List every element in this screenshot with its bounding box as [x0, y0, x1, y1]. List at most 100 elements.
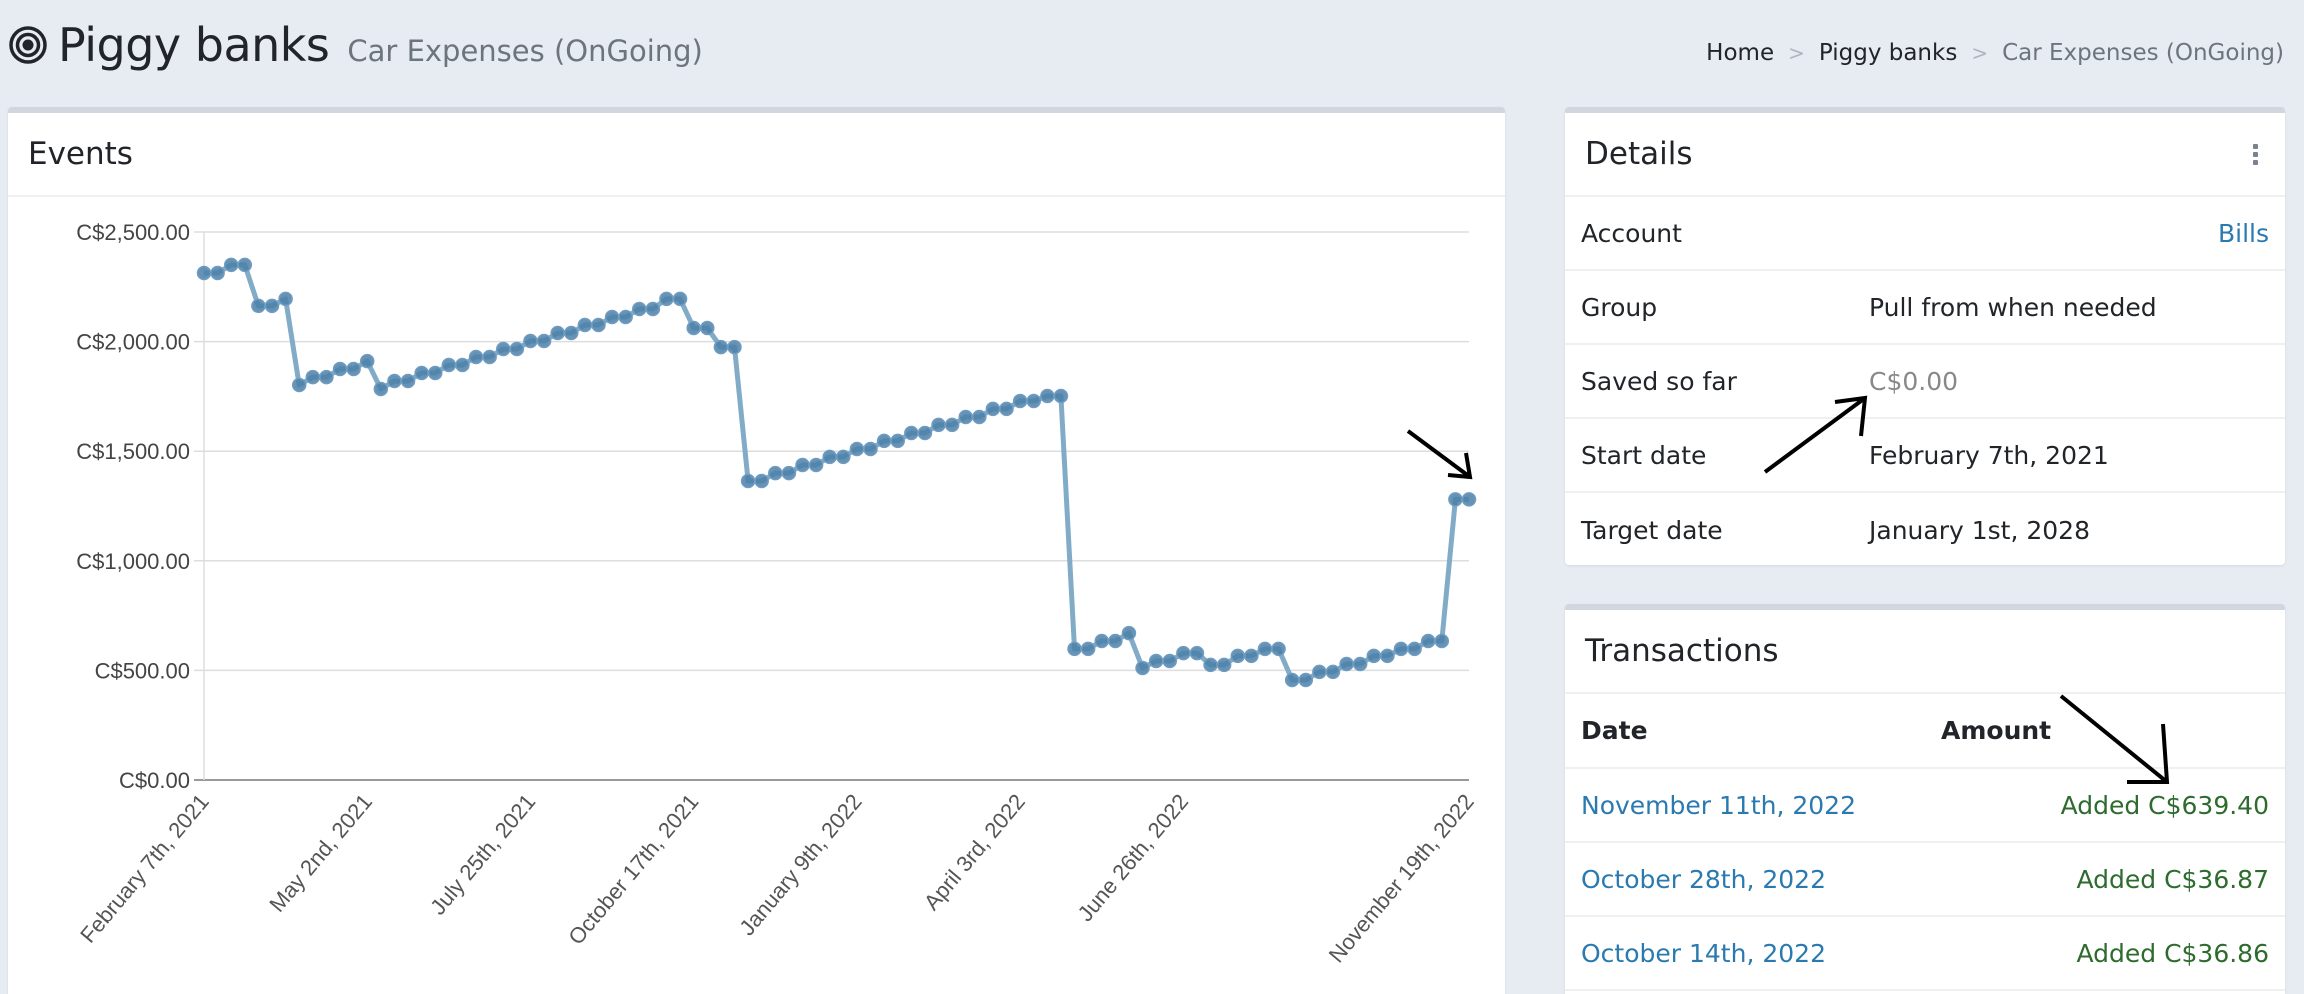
data-point[interactable]: [387, 373, 402, 389]
data-point[interactable]: [223, 257, 239, 273]
data-point[interactable]: [564, 325, 579, 341]
data-point[interactable]: [1461, 492, 1477, 507]
data-point[interactable]: [754, 473, 769, 489]
data-point[interactable]: [1040, 388, 1055, 404]
data-point[interactable]: [305, 369, 321, 385]
data-point[interactable]: [291, 377, 307, 393]
events-chart[interactable]: C$0.00 C$500.00 C$1,000.00 C$1,500.00 C$2,00…: [8, 197, 1505, 994]
data-point[interactable]: [1108, 633, 1123, 649]
data-point[interactable]: [618, 309, 633, 325]
data-point[interactable]: [495, 341, 511, 357]
data-point[interactable]: [1380, 648, 1395, 664]
data-point[interactable]: [1257, 641, 1273, 657]
data-point[interactable]: [1325, 664, 1341, 680]
data-point[interactable]: [1189, 645, 1205, 661]
data-point[interactable]: [1271, 641, 1286, 657]
data-point[interactable]: [1176, 645, 1191, 661]
data-point[interactable]: [727, 339, 742, 355]
data-point[interactable]: [1230, 648, 1246, 664]
data-point[interactable]: [1448, 492, 1463, 507]
data-point[interactable]: [604, 309, 620, 325]
data-point[interactable]: [822, 449, 837, 465]
data-point[interactable]: [577, 317, 593, 333]
transaction-date-link[interactable]: October 28th, 2022: [1565, 842, 1925, 917]
data-point[interactable]: [700, 320, 715, 336]
data-point[interactable]: [1216, 657, 1232, 673]
data-point[interactable]: [672, 291, 688, 307]
data-point[interactable]: [523, 333, 538, 349]
data-point[interactable]: [768, 465, 783, 481]
data-point[interactable]: [359, 353, 375, 369]
data-point[interactable]: [468, 349, 484, 365]
transaction-date-link[interactable]: October 14th, 2022: [1565, 916, 1925, 991]
data-point[interactable]: [400, 373, 416, 389]
data-point[interactable]: [1407, 641, 1422, 657]
data-point[interactable]: [1080, 641, 1096, 657]
data-point[interactable]: [319, 369, 334, 385]
data-point[interactable]: [1148, 653, 1164, 669]
data-point[interactable]: [1162, 653, 1178, 669]
data-point[interactable]: [251, 298, 266, 314]
data-point[interactable]: [781, 465, 797, 481]
data-point[interactable]: [346, 361, 361, 377]
data-point[interactable]: [985, 401, 1001, 417]
data-point[interactable]: [509, 341, 525, 357]
data-point[interactable]: [1298, 672, 1314, 688]
data-point[interactable]: [591, 317, 606, 333]
data-point[interactable]: [210, 265, 225, 281]
data-point[interactable]: [1393, 641, 1409, 657]
data-point[interactable]: [414, 365, 429, 381]
data-point[interactable]: [890, 433, 905, 449]
data-point[interactable]: [1135, 660, 1150, 676]
data-point[interactable]: [1420, 633, 1436, 649]
data-point[interactable]: [264, 298, 280, 314]
kebab-menu-icon[interactable]: [2245, 139, 2265, 169]
data-point[interactable]: [550, 325, 565, 341]
data-point[interactable]: [1067, 641, 1082, 657]
data-point[interactable]: [278, 291, 293, 307]
data-point[interactable]: [441, 357, 457, 373]
data-point[interactable]: [931, 417, 946, 433]
data-point[interactable]: [237, 257, 253, 273]
data-point[interactable]: [332, 361, 348, 377]
line-chart[interactable]: C$0.00 C$500.00 C$1,000.00 C$1,500.00 C$2,00…: [8, 197, 1505, 994]
data-point[interactable]: [958, 409, 973, 425]
data-point[interactable]: [1339, 656, 1354, 672]
data-point[interactable]: [1284, 672, 1300, 688]
data-point[interactable]: [455, 357, 470, 373]
data-point[interactable]: [1026, 393, 1041, 409]
data-point[interactable]: [972, 409, 987, 425]
data-point[interactable]: [795, 457, 810, 473]
data-point[interactable]: [1053, 388, 1069, 404]
breadcrumb-home[interactable]: Home: [1706, 40, 1775, 66]
data-point[interactable]: [196, 265, 212, 281]
data-point[interactable]: [659, 291, 674, 307]
data-point[interactable]: [808, 457, 824, 473]
data-point[interactable]: [1203, 657, 1218, 673]
data-point[interactable]: [944, 417, 960, 433]
data-point[interactable]: [536, 333, 552, 349]
data-point[interactable]: [1121, 625, 1137, 641]
data-point[interactable]: [686, 320, 701, 336]
data-point[interactable]: [904, 425, 919, 441]
data-point[interactable]: [740, 473, 756, 489]
data-point[interactable]: [482, 349, 497, 365]
data-point[interactable]: [863, 441, 878, 457]
data-point[interactable]: [632, 301, 647, 317]
data-point[interactable]: [917, 425, 933, 441]
data-point[interactable]: [999, 401, 1014, 417]
account-link[interactable]: Bills: [2217, 218, 2269, 248]
data-point[interactable]: [836, 449, 851, 465]
breadcrumb-piggy-banks[interactable]: Piggy banks: [1818, 40, 1958, 66]
data-point[interactable]: [645, 301, 661, 317]
data-point[interactable]: [427, 365, 443, 381]
data-point[interactable]: [1012, 393, 1028, 409]
data-point[interactable]: [713, 339, 729, 355]
data-point[interactable]: [1312, 664, 1327, 680]
transaction-date-link[interactable]: November 11th, 2022: [1565, 768, 1925, 843]
data-point[interactable]: [1094, 633, 1109, 649]
data-point[interactable]: [373, 381, 389, 397]
data-point[interactable]: [1434, 633, 1450, 649]
data-point[interactable]: [876, 433, 892, 449]
data-point[interactable]: [849, 441, 865, 457]
